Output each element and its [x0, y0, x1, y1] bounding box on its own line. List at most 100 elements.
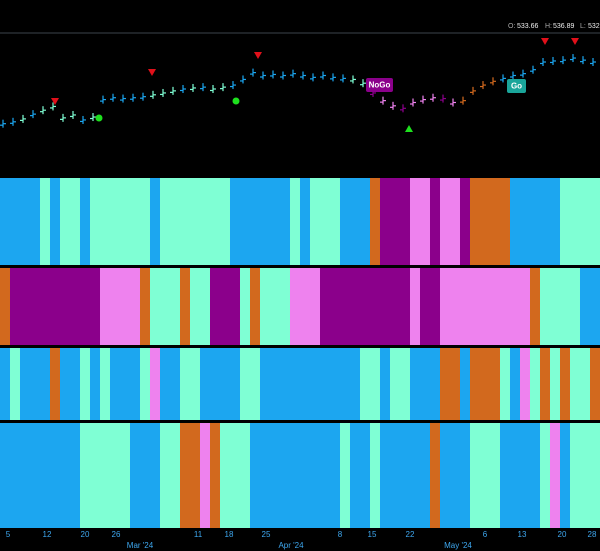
regime-cell: [590, 178, 600, 265]
regime-cell: [320, 178, 331, 265]
regime-cell: [20, 348, 31, 420]
regime-cell: [90, 268, 101, 345]
regime-cell: [150, 423, 161, 528]
signals: [51, 38, 579, 132]
regime-cell: [560, 348, 571, 420]
open-label: O:: [508, 23, 515, 30]
regime-cell: [10, 178, 21, 265]
regime-cell: [350, 423, 361, 528]
regime-cell: [430, 423, 441, 528]
regime-cell: [240, 268, 251, 345]
regime-cell: [550, 348, 561, 420]
x-tick-label: 5: [6, 530, 11, 539]
regime-cell: [80, 178, 91, 265]
regime-cell: [580, 178, 591, 265]
price-bar: [400, 104, 406, 113]
regime-cell: [450, 348, 461, 420]
regime-cell: [530, 348, 541, 420]
low-value: 532: [588, 23, 600, 30]
price-bar: [460, 96, 466, 105]
regime-cell: [520, 423, 531, 528]
tag-box: [366, 78, 393, 92]
regime-cell: [380, 423, 391, 528]
price-bar: [410, 98, 416, 107]
tag-text: Go: [511, 82, 522, 91]
regime-cell: [500, 268, 511, 345]
price-bar: [440, 94, 446, 103]
regime-cell: [170, 348, 181, 420]
regime-cell: [350, 348, 361, 420]
regime-cell: [20, 268, 31, 345]
regime-cell: [330, 348, 341, 420]
regime-cell: [590, 268, 600, 345]
regime-cell: [240, 423, 251, 528]
regime-cell: [50, 423, 61, 528]
price-bar: [200, 83, 206, 92]
regime-cell: [100, 268, 111, 345]
price-bar: [250, 68, 256, 77]
regime-cell: [80, 348, 91, 420]
price-bar: [320, 71, 326, 80]
buy-dot: [232, 97, 240, 105]
regime-cell: [270, 423, 281, 528]
regime-cell: [20, 423, 31, 528]
price-bar: [510, 71, 516, 80]
regime-cell: [310, 348, 321, 420]
regime-cell: [380, 348, 391, 420]
month-label: May '24: [444, 541, 472, 550]
regime-cell: [550, 178, 561, 265]
regime-cell: [380, 268, 391, 345]
regime-cell: [400, 423, 411, 528]
regime-cell: [50, 348, 61, 420]
regime-cell: [540, 423, 551, 528]
regime-cell: [170, 423, 181, 528]
regime-cell: [20, 178, 31, 265]
x-tick-label: 6: [483, 530, 488, 539]
regime-cell: [490, 423, 501, 528]
regime-cell: [100, 178, 111, 265]
regime-cell: [370, 178, 381, 265]
regime-cell: [590, 423, 600, 528]
regime-cell: [570, 268, 581, 345]
regime-cell: [120, 268, 131, 345]
price-bar: [210, 85, 216, 93]
x-tick-label: 28: [588, 530, 597, 539]
price-bar: [120, 94, 126, 103]
regime-cell: [10, 423, 21, 528]
regime-cell: [230, 178, 241, 265]
regime-cell: [330, 178, 341, 265]
regime-cell: [280, 423, 291, 528]
x-tick-label: 13: [518, 530, 527, 539]
regime-cell: [230, 423, 241, 528]
x-tick-label: 22: [406, 530, 415, 539]
regime-cell: [410, 348, 421, 420]
regime-cell: [380, 178, 391, 265]
regime-cell: [200, 178, 211, 265]
regime-cell: [200, 423, 211, 528]
price-bar: [390, 101, 396, 110]
price-bar: [230, 81, 236, 90]
regime-cell: [180, 268, 191, 345]
regime-cell: [80, 268, 91, 345]
regime-cell: [30, 348, 41, 420]
regime-cell: [530, 423, 541, 528]
regime-cell: [160, 348, 171, 420]
tag-text: NoGo: [369, 81, 391, 90]
regime-cell: [350, 178, 361, 265]
regime-cell: [0, 268, 11, 345]
regime-cell: [290, 348, 301, 420]
regime-cell: [250, 423, 261, 528]
regime-cell: [290, 268, 301, 345]
regime-cell: [470, 268, 481, 345]
regime-cell: [250, 178, 261, 265]
regime-cell: [360, 348, 371, 420]
regime-cell: [480, 423, 491, 528]
price-bar: [360, 79, 366, 88]
regime-cell: [340, 178, 351, 265]
regime-cell: [500, 348, 511, 420]
regime-cell: [490, 178, 501, 265]
regime-cell: [290, 423, 301, 528]
price-bar: [310, 73, 316, 82]
price-bar: [500, 74, 506, 83]
price-bar: [590, 58, 596, 66]
